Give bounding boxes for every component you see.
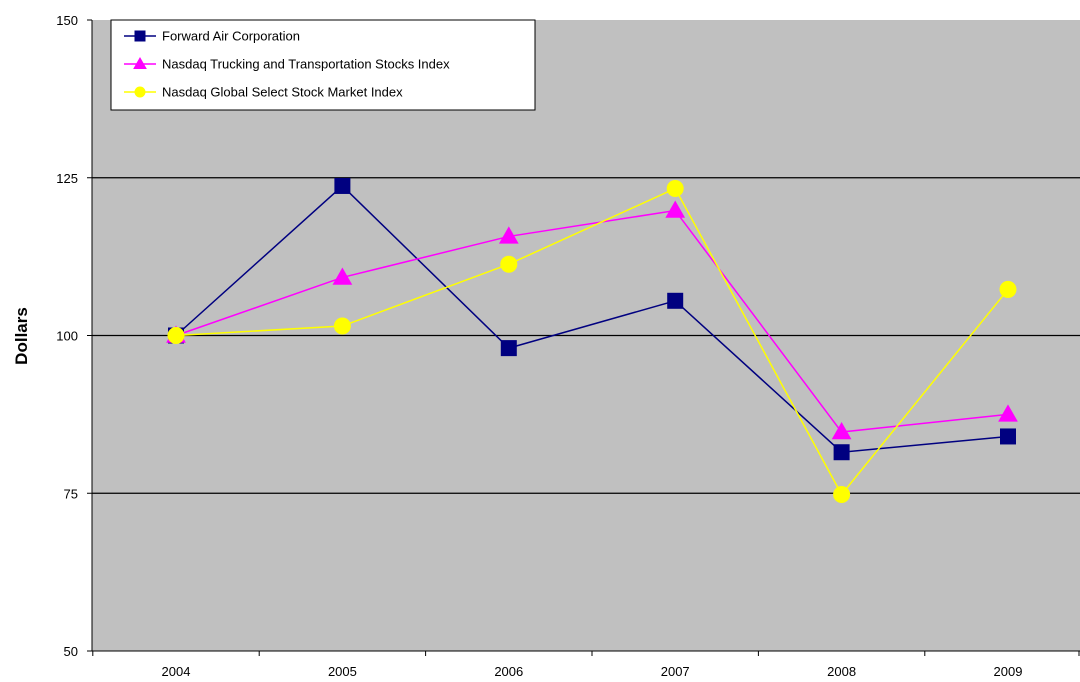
data-point bbox=[1000, 428, 1016, 445]
y-tick-label: 50 bbox=[64, 644, 78, 659]
data-point bbox=[833, 486, 851, 504]
data-point bbox=[833, 444, 850, 461]
legend-marker bbox=[133, 56, 147, 69]
legend-box bbox=[110, 19, 536, 111]
x-tick-label: 2004 bbox=[162, 664, 191, 679]
y-tick-labels: 50 75 100 125 150 bbox=[56, 13, 78, 659]
legend-label: Nasdaq Global Select Stock Market Index bbox=[162, 85, 403, 100]
series-line bbox=[175, 184, 1009, 454]
data-point bbox=[333, 317, 351, 335]
data-point bbox=[332, 267, 353, 285]
data-point bbox=[334, 177, 351, 194]
x-tick-labels: 2004 2005 2006 2007 2008 2009 bbox=[162, 664, 1023, 679]
x-tick-label: 2009 bbox=[994, 664, 1023, 679]
legend: Forward Air Corporation Nasdaq Trucking a… bbox=[110, 19, 536, 111]
data-point bbox=[999, 280, 1017, 298]
legend-label: Nasdaq Trucking and Transportation Stock… bbox=[162, 57, 450, 72]
y-axis-label: Dollars bbox=[12, 307, 31, 365]
series-line bbox=[175, 187, 1009, 496]
legend-marker bbox=[134, 86, 146, 98]
gridlines bbox=[87, 19, 1080, 656]
data-point bbox=[666, 179, 684, 197]
data-point bbox=[500, 255, 518, 273]
data-point bbox=[500, 340, 517, 357]
y-tick-label: 150 bbox=[56, 13, 78, 28]
series-line bbox=[175, 209, 1009, 433]
data-point bbox=[998, 404, 1018, 422]
x-tick-label: 2007 bbox=[661, 664, 690, 679]
series-3 bbox=[167, 179, 1017, 504]
data-point bbox=[498, 226, 519, 244]
data-point bbox=[831, 422, 852, 440]
x-tick-label: 2006 bbox=[494, 664, 523, 679]
legend-marker bbox=[134, 30, 146, 42]
data-point bbox=[167, 327, 185, 344]
data-point bbox=[665, 200, 686, 218]
series-layer bbox=[166, 177, 1018, 504]
x-tick-label: 2005 bbox=[328, 664, 357, 679]
data-point bbox=[667, 292, 684, 309]
y-tick-label: 75 bbox=[64, 486, 78, 501]
y-tick-label: 125 bbox=[56, 171, 78, 186]
legend-label: Forward Air Corporation bbox=[162, 29, 300, 44]
axes bbox=[91, 20, 1080, 652]
y-tick-label: 100 bbox=[56, 329, 78, 344]
x-tick-label: 2008 bbox=[827, 664, 856, 679]
